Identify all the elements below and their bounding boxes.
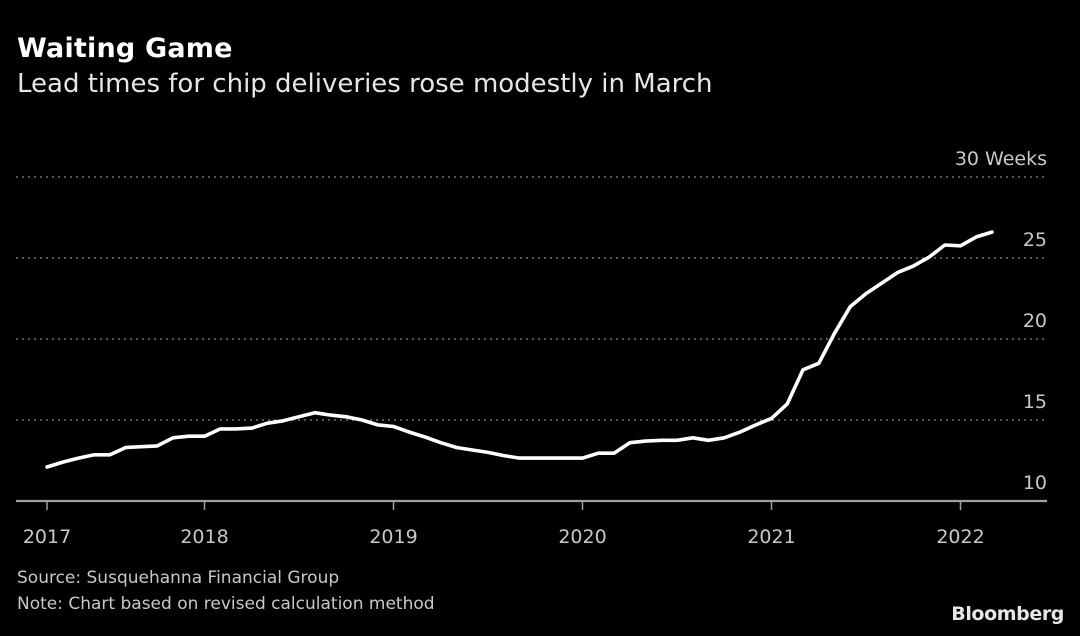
x-axis-ticks: 2017 2018 2019 2020 2021 2022 [23,501,985,548]
series [45,230,994,469]
y-tick-label: 30 Weeks [955,148,1047,170]
gridlines [16,176,1047,421]
y-tick-label: 20 [1023,310,1047,332]
y-tick-label: 25 [1023,229,1047,251]
source-note: Source: Susquehanna Financial Group [17,568,340,588]
bloomberg-logo: Bloomberg [951,603,1064,625]
x-tick-label: 2018 [180,526,228,548]
x-tick-label: 2019 [369,526,417,548]
x-tick-label: 2017 [23,526,71,548]
y-tick-label: 15 [1023,391,1047,413]
chart-subtitle: Lead times for chip deliveries rose mode… [17,69,713,99]
x-tick-label: 2020 [558,526,606,548]
methodology-note: Note: Chart based on revised calculation… [17,594,435,614]
y-tick-label: 10 [1023,472,1047,494]
chart-title: Waiting Game [17,33,233,64]
x-tick-label: 2022 [936,526,984,548]
y-axis-ticks: 10 15 20 25 30 Weeks [955,148,1047,494]
x-tick-label: 2021 [747,526,795,548]
series-line [45,230,994,469]
